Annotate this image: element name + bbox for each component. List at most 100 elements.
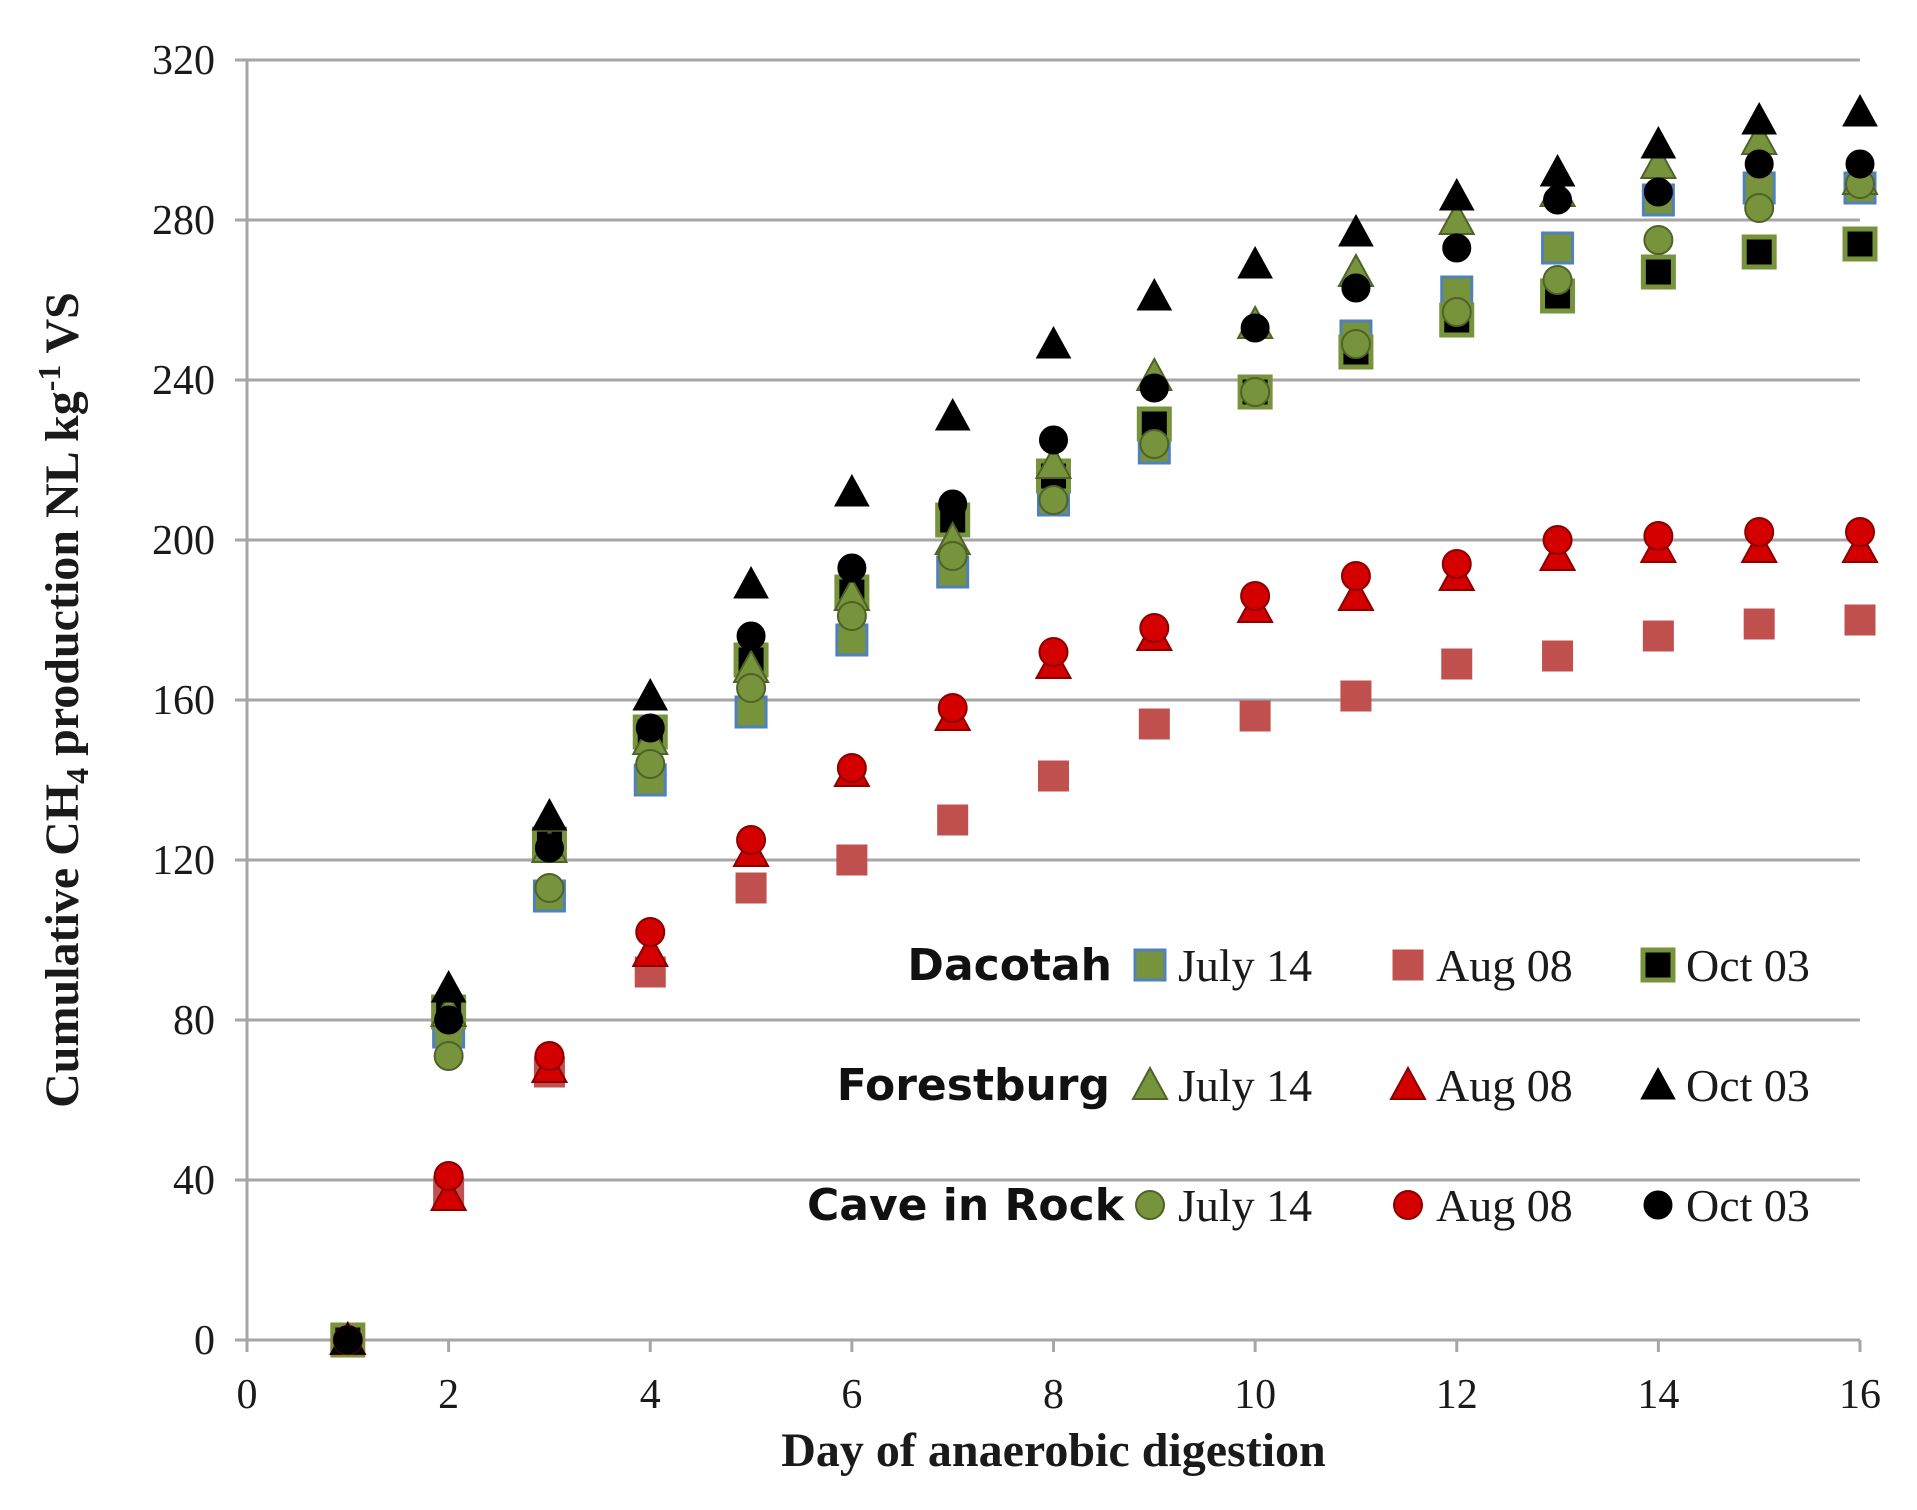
legend-item-label: Aug 08 <box>1436 940 1573 991</box>
data-point <box>1038 637 1069 667</box>
legend: Dacotah July 14 Aug 08 Oct 03 Forestburg July… <box>807 940 1810 1231</box>
data-point <box>1340 561 1371 591</box>
data-point <box>534 873 565 903</box>
data-point <box>1139 373 1169 403</box>
gridlines <box>247 58 1860 1182</box>
data-point <box>837 553 867 583</box>
data-point <box>430 969 467 1003</box>
y-axis-title-middle: production NL kg <box>36 391 89 768</box>
data-point <box>1842 226 1878 262</box>
y-axis-title-subscript: 4 <box>59 768 95 784</box>
data-points <box>329 93 1879 1358</box>
legend-marker <box>1643 1190 1673 1220</box>
y-tick-label: 200 <box>152 518 215 564</box>
data-point <box>1139 429 1170 459</box>
legend-marker <box>1640 947 1676 983</box>
data-point <box>434 1005 464 1035</box>
x-tick-label: 4 <box>640 1372 661 1418</box>
legend-group-label: Cave in Rock <box>807 1180 1126 1231</box>
data-point <box>1541 231 1575 265</box>
data-point <box>1340 329 1371 359</box>
x-tick-label: 6 <box>841 1372 862 1418</box>
data-point <box>934 397 971 431</box>
data-point <box>1441 648 1473 680</box>
data-point <box>1337 576 1375 611</box>
x-tick-label: 16 <box>1839 1372 1881 1418</box>
data-point <box>1640 254 1676 290</box>
y-tick-label: 240 <box>152 358 215 404</box>
data-point <box>736 673 767 703</box>
data-point <box>1543 185 1573 215</box>
data-point <box>1744 149 1774 179</box>
legend-item-label: Oct 03 <box>1686 1060 1810 1111</box>
legend-marker <box>1389 1065 1427 1100</box>
legend-item-label: Oct 03 <box>1686 1180 1810 1231</box>
data-point <box>1441 297 1472 327</box>
x-axis-title: Day of anaerobic digestion <box>781 1424 1325 1477</box>
legend-marker <box>1135 1190 1165 1220</box>
data-point <box>631 932 669 967</box>
data-point <box>735 872 767 904</box>
data-point <box>635 713 665 743</box>
legend-item-label: July 14 <box>1178 1180 1312 1231</box>
x-tick-label: 10 <box>1234 1372 1276 1418</box>
y-tick-label: 320 <box>152 38 215 84</box>
data-point <box>1038 760 1069 792</box>
data-point <box>534 833 564 863</box>
data-point <box>632 677 669 711</box>
data-point <box>1338 213 1374 247</box>
data-point <box>836 753 867 783</box>
y-tick-label: 0 <box>194 1318 215 1364</box>
data-point <box>1441 549 1472 579</box>
data-point <box>635 917 666 947</box>
y-axis-title-superscript: -1 <box>31 365 67 392</box>
data-point <box>736 825 767 855</box>
data-point <box>1034 444 1073 479</box>
data-point <box>1743 608 1775 640</box>
data-point <box>1039 425 1068 455</box>
legend-marker <box>1393 1190 1423 1220</box>
x-tick-label: 12 <box>1436 1372 1478 1418</box>
data-point <box>1240 581 1271 611</box>
data-point <box>1138 708 1170 740</box>
data-point <box>531 797 568 831</box>
data-point <box>1842 93 1878 127</box>
y-tick-label: 40 <box>173 1158 215 1204</box>
legend-item-label: July 14 <box>1178 1060 1312 1111</box>
data-point <box>433 1041 464 1071</box>
data-point <box>1643 225 1674 255</box>
data-point <box>1442 233 1472 263</box>
data-point <box>1035 325 1072 359</box>
data-point <box>1240 313 1270 343</box>
legend-group-label: Dacotah <box>907 940 1112 991</box>
y-tick-label: 160 <box>152 678 215 724</box>
data-point <box>937 693 968 723</box>
data-point <box>635 749 666 779</box>
x-tick-label: 14 <box>1637 1372 1679 1418</box>
data-point <box>937 804 969 836</box>
data-point <box>534 1041 565 1071</box>
legend-item-label: Oct 03 <box>1686 940 1810 991</box>
y-tick-label: 80 <box>173 998 215 1044</box>
data-point <box>1239 700 1271 732</box>
x-tick-label: 0 <box>237 1372 258 1418</box>
data-point <box>1139 613 1170 643</box>
legend-marker <box>1131 1065 1169 1100</box>
x-tick-label: 8 <box>1043 1372 1064 1418</box>
data-point <box>1542 525 1573 555</box>
data-point <box>1741 101 1778 135</box>
y-axis-title-prefix: Cumulative CH <box>36 784 89 1108</box>
y-axis-title-suffix: VS <box>36 292 89 365</box>
data-point <box>937 541 968 571</box>
data-point <box>1542 265 1573 295</box>
data-point <box>1340 680 1372 712</box>
data-point <box>1845 149 1875 179</box>
data-point <box>1643 177 1673 207</box>
data-point <box>736 621 766 651</box>
legend-marker <box>1392 949 1424 981</box>
data-point <box>1640 125 1677 159</box>
x-tick-label: 2 <box>438 1372 459 1418</box>
data-point <box>1237 245 1273 279</box>
